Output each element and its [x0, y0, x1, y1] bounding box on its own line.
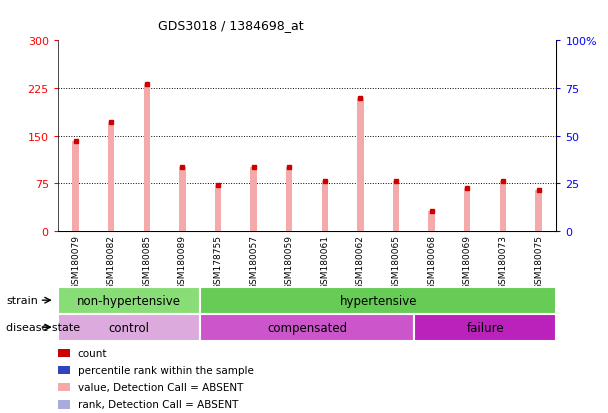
- Bar: [143, 84, 150, 231]
- Bar: [541, 190, 544, 231]
- Text: control: control: [108, 321, 150, 334]
- Bar: [179, 168, 185, 231]
- Bar: [72, 141, 79, 231]
- Text: GSM180079: GSM180079: [71, 234, 80, 289]
- Bar: [414, 314, 556, 341]
- Bar: [464, 188, 471, 231]
- Text: GDS3018 / 1384698_at: GDS3018 / 1384698_at: [158, 19, 304, 31]
- Bar: [78, 150, 81, 231]
- Bar: [322, 182, 328, 231]
- Bar: [215, 186, 221, 231]
- Text: compensated: compensated: [267, 321, 347, 334]
- Bar: [150, 136, 153, 231]
- Bar: [221, 190, 224, 231]
- Text: GSM180082: GSM180082: [106, 234, 116, 289]
- Bar: [200, 287, 556, 314]
- Bar: [358, 98, 364, 231]
- Bar: [58, 366, 71, 375]
- Bar: [257, 180, 260, 231]
- Text: GSM178755: GSM178755: [213, 234, 223, 289]
- Bar: [292, 182, 295, 231]
- Text: failure: failure: [466, 321, 504, 334]
- Text: GSM180061: GSM180061: [320, 234, 330, 289]
- Text: GSM180059: GSM180059: [285, 234, 294, 289]
- Bar: [58, 314, 200, 341]
- Bar: [108, 122, 114, 231]
- Bar: [364, 144, 366, 231]
- Bar: [200, 314, 414, 341]
- Text: GSM180073: GSM180073: [499, 234, 508, 289]
- Text: strain: strain: [6, 295, 38, 306]
- Text: count: count: [78, 349, 107, 358]
- Text: non-hypertensive: non-hypertensive: [77, 294, 181, 307]
- Bar: [328, 188, 331, 231]
- Text: GSM180085: GSM180085: [142, 234, 151, 289]
- Bar: [435, 191, 437, 231]
- Text: GSM180065: GSM180065: [392, 234, 401, 289]
- Bar: [58, 349, 71, 358]
- Text: percentile rank within the sample: percentile rank within the sample: [78, 366, 254, 375]
- Text: hypertensive: hypertensive: [339, 294, 417, 307]
- Bar: [393, 182, 399, 231]
- Text: value, Detection Call = ABSENT: value, Detection Call = ABSENT: [78, 382, 243, 392]
- Text: GSM180068: GSM180068: [427, 234, 436, 289]
- Bar: [470, 190, 473, 231]
- Bar: [535, 190, 542, 231]
- Text: GSM180062: GSM180062: [356, 234, 365, 289]
- Bar: [286, 168, 292, 231]
- Bar: [399, 188, 402, 231]
- Text: rank, Detection Call = ABSENT: rank, Detection Call = ABSENT: [78, 399, 238, 409]
- Bar: [114, 146, 117, 231]
- Text: GSM180089: GSM180089: [178, 234, 187, 289]
- Bar: [250, 168, 257, 231]
- Bar: [429, 211, 435, 231]
- Text: GSM180075: GSM180075: [534, 234, 543, 289]
- Bar: [500, 182, 506, 231]
- Text: GSM180057: GSM180057: [249, 234, 258, 289]
- Bar: [58, 400, 71, 408]
- Text: disease state: disease state: [6, 322, 80, 332]
- Bar: [185, 182, 188, 231]
- Text: GSM180069: GSM180069: [463, 234, 472, 289]
- Bar: [58, 287, 200, 314]
- Bar: [58, 383, 71, 392]
- Bar: [506, 182, 509, 231]
